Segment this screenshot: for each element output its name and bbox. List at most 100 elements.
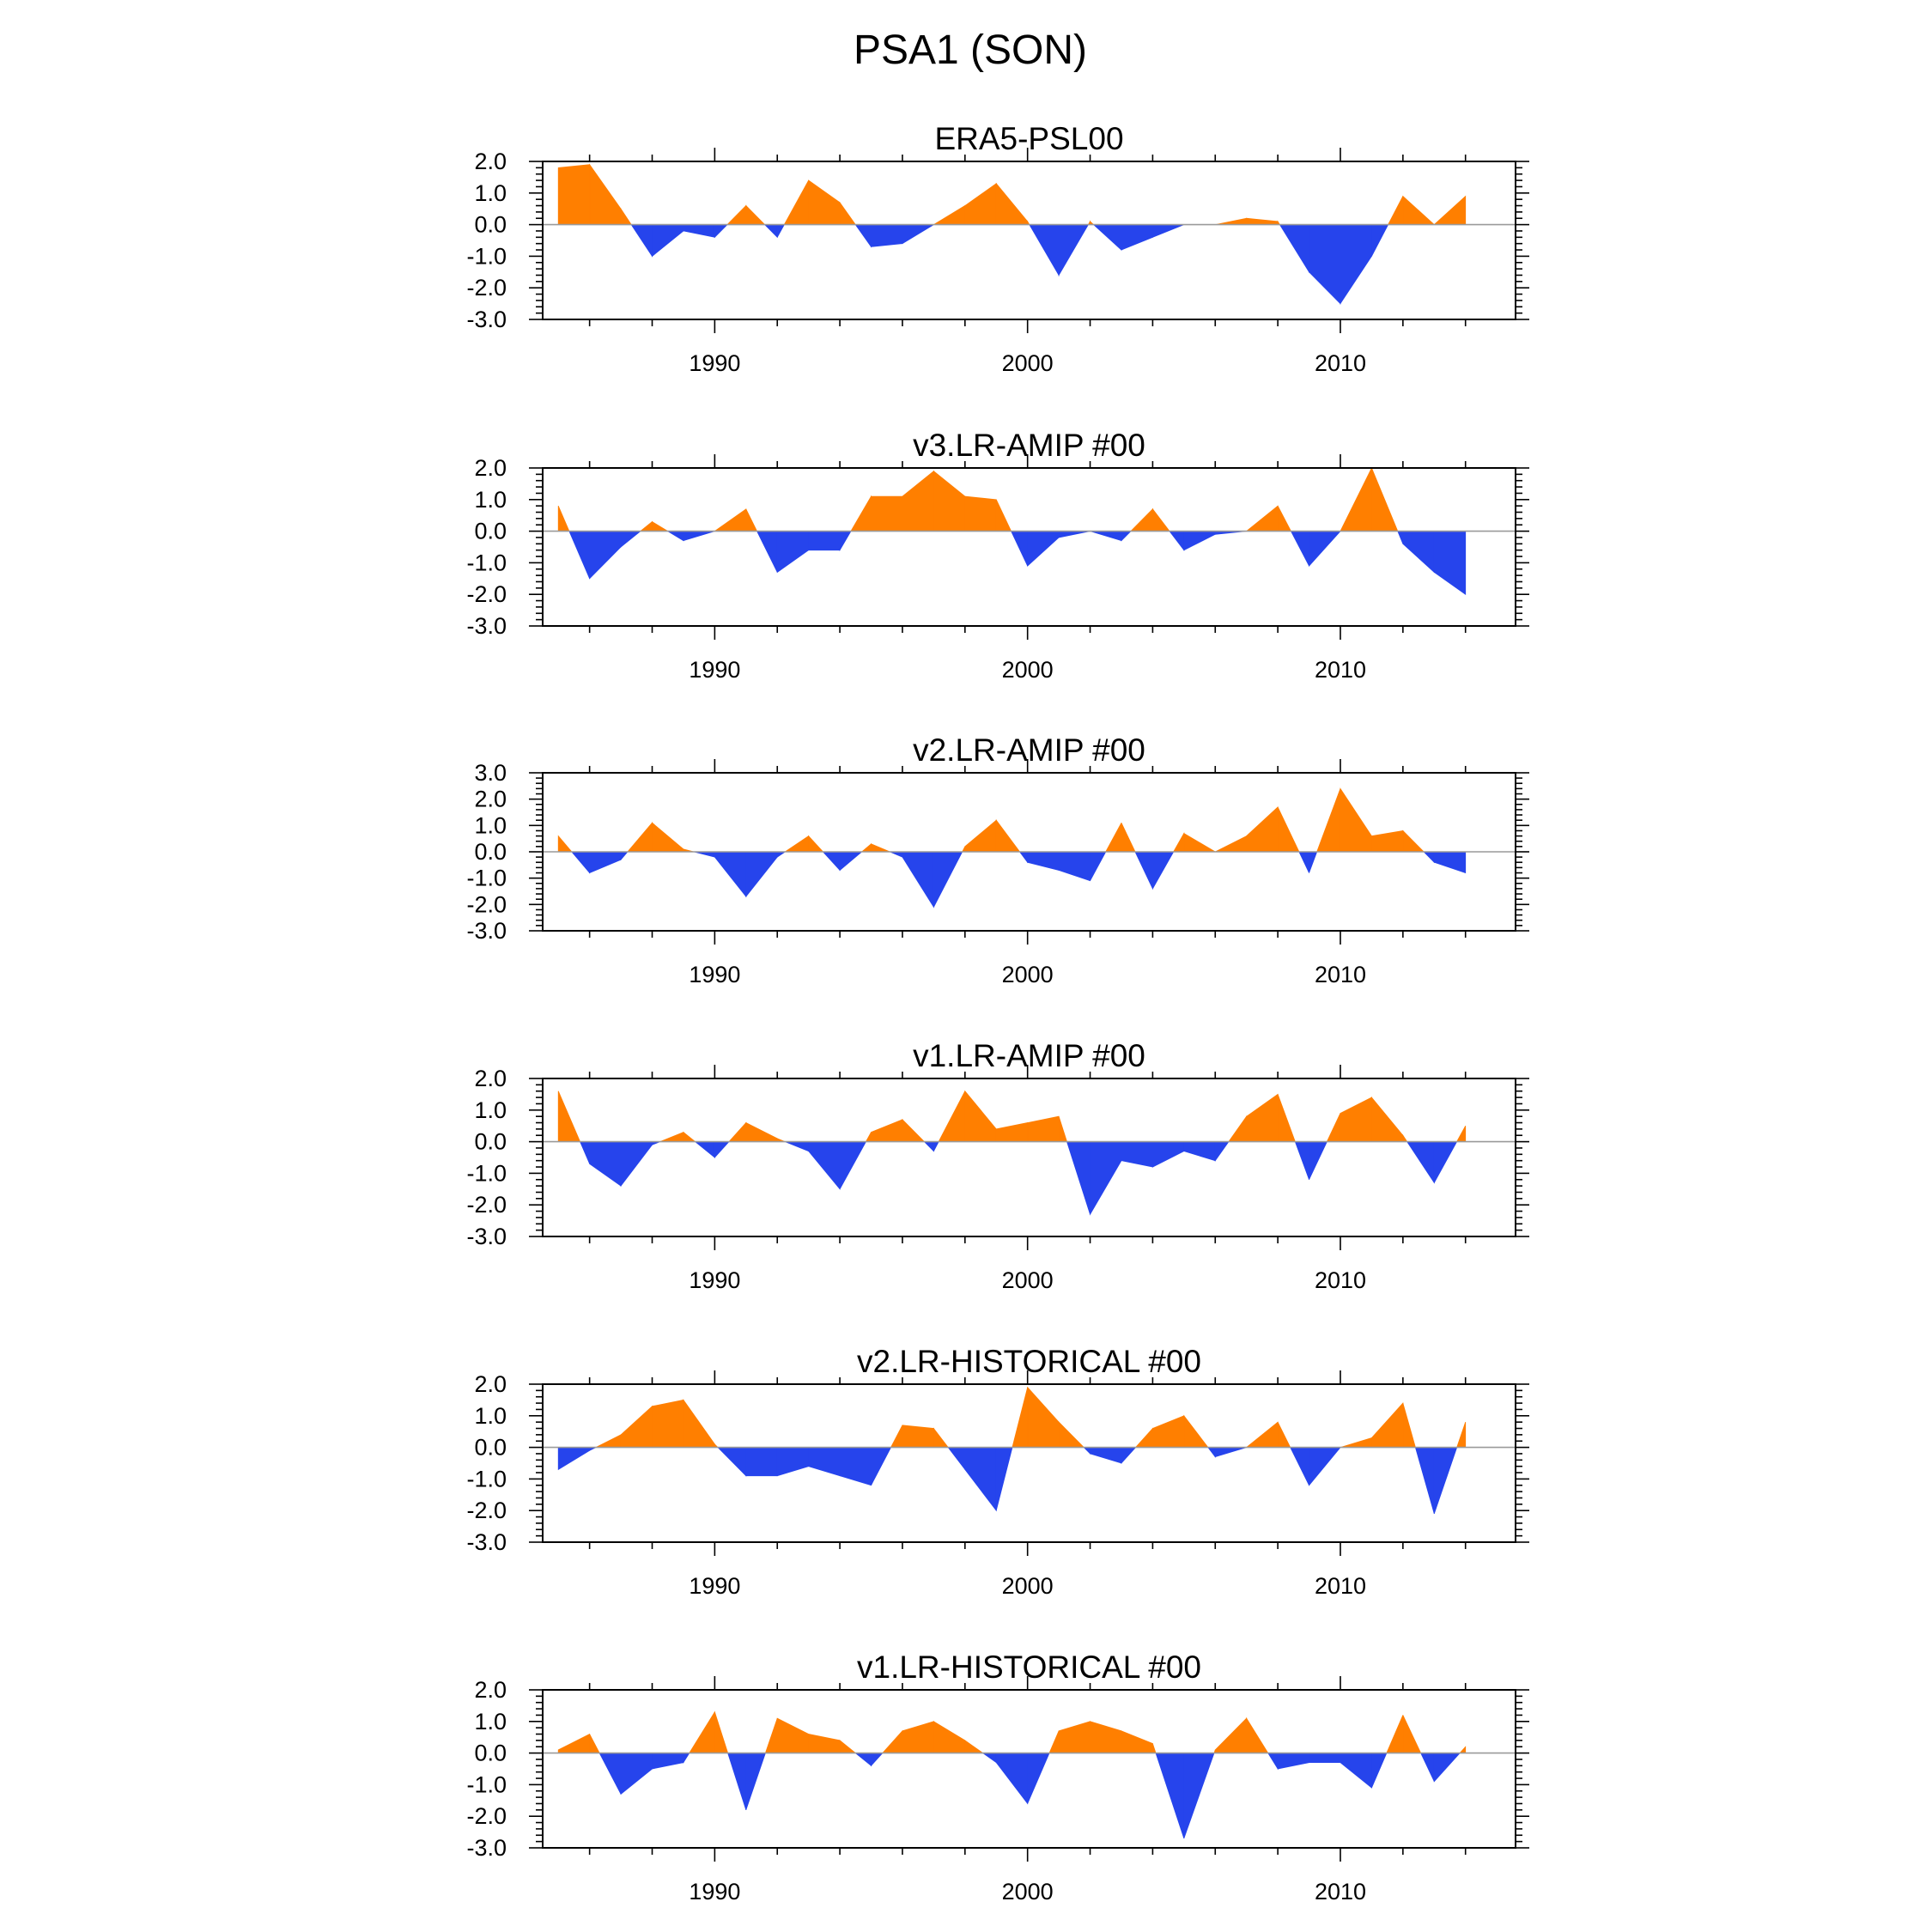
y-tick-label: 2.0	[474, 455, 507, 481]
negative-area-segment	[557, 1447, 591, 1471]
positive-area-segment	[620, 1405, 653, 1448]
panel-1: ERA5-PSL00 2.0 1.0 0.0 -1.0 -2.0 -3.0 1990 2000 2…	[466, 121, 1529, 376]
negative-area-segment	[683, 531, 715, 542]
negative-area-segment	[923, 1141, 934, 1152]
plot-frame	[542, 1383, 1516, 1543]
negative-area-segment	[1207, 1447, 1216, 1458]
y-tick-label: -2.0	[466, 1498, 507, 1523]
negative-area-segment	[1290, 1447, 1309, 1485]
negative-area-segment	[1090, 531, 1122, 542]
negative-area-segment	[1169, 531, 1185, 551]
x-tick-label: 2010	[1315, 350, 1366, 376]
y-tick-label: 0.0	[474, 212, 507, 238]
negative-area-segment	[1371, 224, 1389, 257]
negative-area-segment	[1397, 531, 1404, 544]
positive-area-segment	[557, 1733, 591, 1753]
negative-area-segment	[1121, 1141, 1153, 1168]
negative-area-segment	[589, 531, 622, 580]
positive-area-segment	[1433, 195, 1467, 226]
negative-area-segment	[694, 1141, 715, 1158]
negative-area-segment	[1027, 1753, 1050, 1804]
negative-area-segment	[1121, 1447, 1137, 1465]
negative-area-segment	[745, 851, 778, 898]
negative-area-segment	[630, 224, 653, 258]
positive-area-segment	[964, 1090, 997, 1142]
negative-area-segment	[1134, 851, 1153, 890]
positive-area-segment	[1152, 1415, 1185, 1448]
y-tick-label: 1.0	[474, 812, 507, 838]
positive-area-segment	[860, 842, 872, 853]
negative-area-segment	[620, 1753, 653, 1795]
negative-area-segment	[579, 1141, 591, 1164]
x-ticks: 1990 2000 2010	[588, 1370, 1467, 1599]
y-tick-label: -3.0	[466, 307, 507, 332]
positive-area-segment	[689, 1710, 715, 1753]
negative-area-segment	[620, 531, 641, 548]
positive-area-segment	[1277, 505, 1292, 532]
positive-area-segment	[683, 1131, 696, 1142]
x-ticks: 1990 2000 2010	[588, 759, 1467, 987]
y-tick-label: -3.0	[466, 1529, 507, 1555]
y-tick-label: -1.0	[466, 866, 507, 891]
positive-area-segment	[1340, 1097, 1372, 1142]
positive-area-segment	[890, 1425, 903, 1448]
x-tick-label: 2000	[1002, 657, 1054, 683]
positive-area-segment	[932, 204, 966, 226]
negative-area-segment	[1092, 224, 1122, 251]
positive-area-segment	[1246, 1716, 1269, 1753]
positive-area-segment	[808, 179, 841, 226]
negative-area-segment	[1058, 531, 1091, 538]
negative-area-segment	[1371, 1753, 1388, 1789]
negative-area-segment	[1309, 1753, 1341, 1764]
positive-area-segment	[933, 470, 966, 532]
negative-area-segment	[902, 224, 935, 245]
positive-area-segment	[745, 204, 766, 226]
positive-area-segment	[1246, 1093, 1279, 1142]
y-tick-label: 3.0	[474, 760, 507, 786]
positive-area-segment	[1340, 1437, 1372, 1448]
positive-area-segment	[1183, 832, 1217, 853]
panel-4: v1.LR-AMIP #00 2.0 1.0 0.0 -1.0 -2.0 -3.0 1990 2…	[466, 1038, 1529, 1293]
y-tick-label: -2.0	[466, 1803, 507, 1829]
negative-area-segment	[652, 224, 684, 258]
y-tick-label: 1.0	[474, 1709, 507, 1735]
area-fill	[557, 163, 1467, 305]
positive-area-segment	[808, 835, 824, 853]
y-ticks: 2.0 1.0 0.0 -1.0 -2.0 -3.0	[466, 455, 1529, 639]
x-tick-label: 2000	[1002, 350, 1054, 376]
negative-area-segment	[854, 224, 872, 248]
area-fill	[557, 1386, 1467, 1515]
y-tick-label: 1.0	[474, 487, 507, 513]
negative-area-segment	[1214, 1447, 1247, 1458]
x-tick-label: 2000	[1002, 1267, 1054, 1293]
positive-area-segment	[850, 495, 872, 532]
y-tick-label: -2.0	[466, 891, 507, 917]
x-ticks: 1990 2000 2010	[588, 1676, 1467, 1905]
negative-area-segment	[839, 1141, 867, 1189]
negative-area-segment	[1340, 224, 1372, 305]
negative-area-segment	[714, 224, 728, 239]
y-tick-label: 0.0	[474, 1741, 507, 1766]
positive-area-segment	[1402, 829, 1425, 853]
negative-area-segment	[776, 851, 787, 858]
negative-area-segment	[785, 1141, 810, 1152]
positive-area-segment	[933, 1427, 950, 1448]
negative-area-segment	[871, 224, 903, 247]
negative-area-segment	[1027, 851, 1060, 871]
positive-area-segment	[783, 179, 810, 226]
positive-area-segment	[745, 1121, 778, 1142]
positive-area-segment	[1228, 1115, 1248, 1142]
positive-area-segment	[1121, 823, 1136, 853]
positive-area-segment	[1277, 1421, 1291, 1448]
positive-area-segment	[1245, 1421, 1279, 1448]
x-tick-label: 2010	[1315, 1267, 1366, 1293]
negative-area-segment	[808, 1447, 841, 1477]
y-tick-label: -1.0	[466, 1466, 507, 1492]
positive-area-segment	[881, 1729, 903, 1753]
positive-area-segment	[595, 1434, 622, 1448]
negative-area-segment	[776, 531, 810, 574]
negative-area-segment	[666, 531, 684, 542]
negative-area-segment	[890, 851, 903, 858]
negative-area-segment	[714, 1141, 730, 1159]
